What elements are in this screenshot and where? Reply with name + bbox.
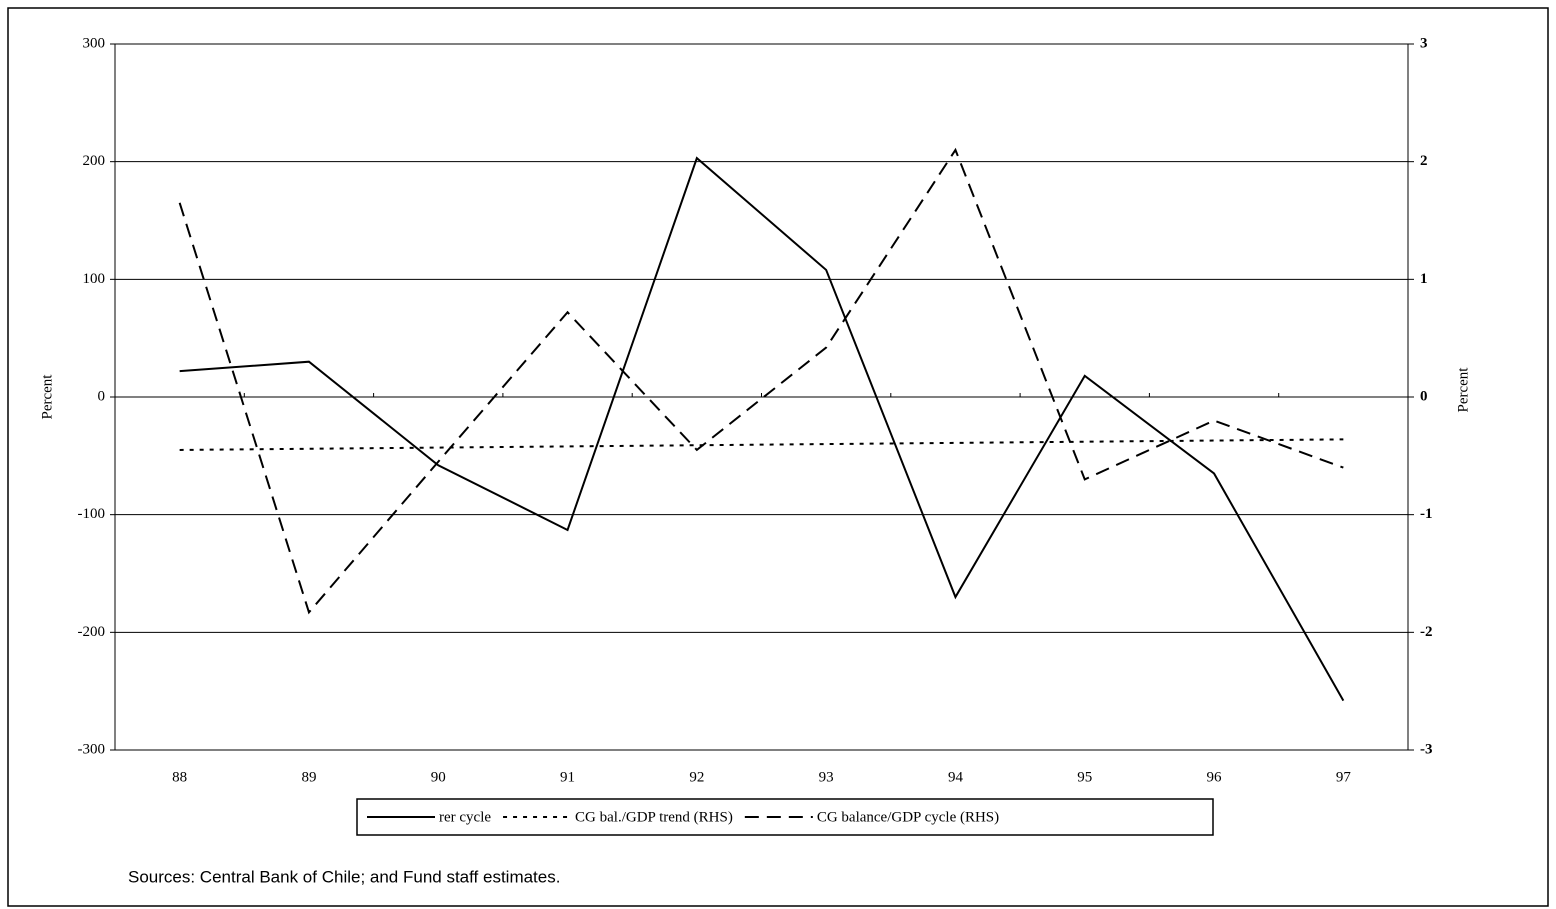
y-tick-label: 0 — [98, 388, 106, 404]
y-tick-label: -300 — [78, 741, 106, 757]
x-tick-label: 92 — [689, 769, 704, 785]
y-axis-label: Percent — [39, 374, 55, 420]
y2-tick-label: -1 — [1420, 506, 1433, 522]
legend-label: CG bal./GDP trend (RHS) — [575, 809, 733, 825]
y2-tick-label: 0 — [1420, 388, 1428, 404]
x-tick-label: 89 — [301, 769, 316, 785]
frame — [7, 7, 1549, 907]
y2-axis-label: Percent — [1455, 367, 1471, 413]
x-tick-label: 91 — [560, 769, 575, 785]
x-tick-label: 90 — [431, 769, 446, 785]
x-tick-label: 97 — [1336, 769, 1352, 785]
series-line — [178, 147, 1344, 615]
y2-tick-label: -3 — [1420, 741, 1433, 757]
y-tick-label: 100 — [83, 271, 106, 287]
x-tick-label: 94 — [948, 769, 964, 785]
y2-tick-label: 1 — [1420, 271, 1428, 287]
source-note: Sources: Central Bank of Chile; and Fund… — [128, 867, 560, 886]
y-tick-label: 200 — [83, 153, 106, 169]
series-line — [179, 438, 1344, 451]
legend-label: CG balance/GDP cycle (RHS) — [817, 809, 999, 825]
series-line — [179, 156, 1345, 702]
y-tick-label: -100 — [78, 506, 106, 522]
y2-tick-label: 2 — [1420, 153, 1428, 169]
x-tick-label: 95 — [1077, 769, 1092, 785]
x-tick-label: 93 — [819, 769, 834, 785]
y2-tick-label: 3 — [1420, 35, 1428, 51]
y-tick-label: 300 — [83, 35, 106, 51]
legend-box — [356, 798, 1214, 836]
y2-tick-label: -2 — [1420, 624, 1433, 640]
x-tick-label: 88 — [172, 769, 187, 785]
y-tick-label: -200 — [78, 624, 106, 640]
x-tick-label: 96 — [1207, 769, 1223, 785]
legend-label: rer cycle — [439, 809, 491, 825]
